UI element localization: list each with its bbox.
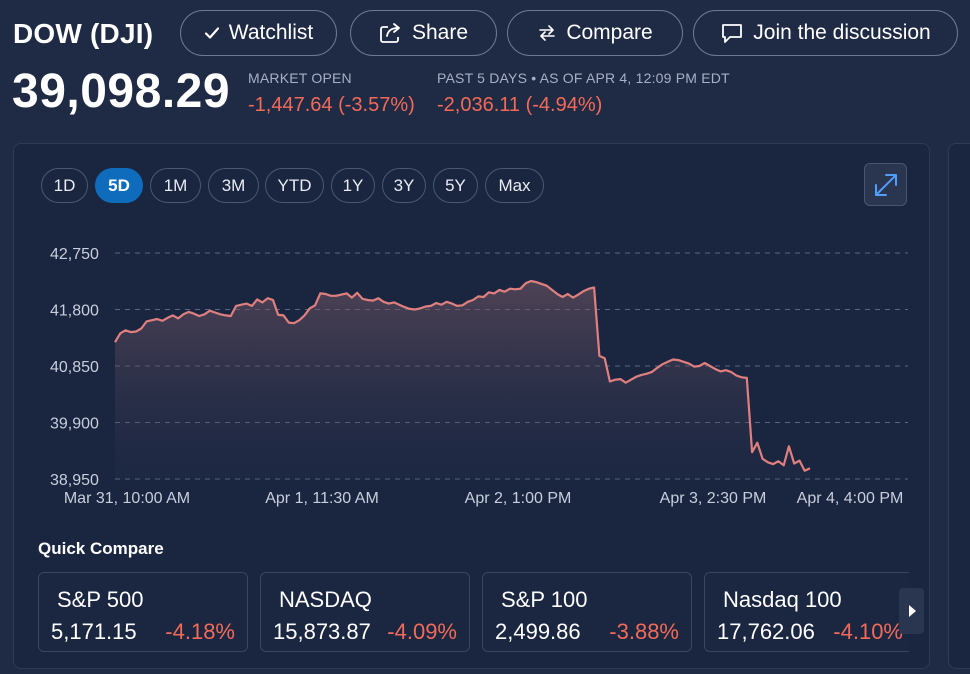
compare-button[interactable]: Compare (507, 10, 683, 56)
range-5d[interactable]: 5D (95, 168, 143, 203)
y-tick-label: 40,850 (50, 359, 99, 376)
compare-label: Compare (566, 21, 653, 44)
quick-compare-change: -3.88% (609, 619, 679, 644)
price-line (114, 279, 811, 472)
share-icon (380, 23, 400, 43)
range-3m[interactable]: 3M (208, 168, 259, 203)
watchlist-label: Watchlist (228, 21, 314, 44)
expand-chart-button[interactable] (864, 163, 907, 206)
y-tick-label: 38,950 (50, 472, 99, 489)
x-tick-label: Apr 2, 1:00 PM (465, 490, 572, 507)
quick-compare-title: Quick Compare (38, 539, 164, 558)
market-change: -1,447.64 (-3.57%) (248, 94, 415, 116)
scroll-right-button[interactable] (899, 588, 924, 634)
y-tick-label: 41,800 (50, 303, 99, 320)
quick-compare-price: 17,762.06 (717, 619, 815, 644)
join-discussion-button[interactable]: Join the discussion (693, 10, 958, 56)
chat-bubble-icon (722, 24, 743, 43)
x-tick-label: Apr 3, 2:30 PM (660, 490, 767, 507)
quick-compare-price: 15,873.87 (273, 619, 371, 644)
index-title: DOW (DJI) (13, 18, 154, 49)
range-1m[interactable]: 1M (150, 168, 201, 203)
share-label: Share (411, 21, 469, 44)
x-tick-label: Mar 31, 10:00 AM (64, 490, 190, 507)
quick-compare-price: 2,499.86 (495, 619, 581, 644)
range-3y[interactable]: 3Y (382, 168, 426, 203)
x-tick-label: Apr 4, 4:00 PM (797, 490, 904, 507)
quick-compare-price: 5,171.15 (51, 619, 137, 644)
range-1d[interactable]: 1D (41, 168, 88, 203)
quick-compare-change: -4.18% (165, 619, 235, 644)
y-tick-label: 39,900 (50, 416, 99, 433)
expand-icon (874, 173, 897, 196)
y-tick-label: 42,750 (50, 246, 99, 263)
chevron-right-icon (908, 605, 916, 617)
quick-compare-change: -4.10% (833, 619, 903, 644)
period-change: -2,036.11 (-4.94%) (437, 94, 603, 116)
range-ytd[interactable]: YTD (265, 168, 324, 203)
market-status-label: MARKET OPEN (248, 70, 352, 86)
range-max[interactable]: Max (485, 168, 544, 203)
share-button[interactable]: Share (350, 10, 497, 56)
quick-compare-name: Nasdaq 100 (723, 587, 842, 612)
current-price: 39,098.29 (12, 65, 231, 118)
quick-compare-name: NASDAQ (279, 587, 372, 612)
price-area-fill (115, 281, 810, 479)
watchlist-button[interactable]: Watchlist (180, 10, 337, 56)
range-1y[interactable]: 1Y (331, 168, 375, 203)
quick-compare-card-sp100[interactable]: S&P 100 2,499.86 -3.88% (482, 572, 692, 652)
quick-compare-name: S&P 500 (57, 587, 144, 612)
range-5y[interactable]: 5Y (433, 168, 478, 203)
swap-arrows-icon (539, 25, 556, 41)
quick-compare-card-nasdaq100[interactable]: Nasdaq 100 17,762.06 -4.10% (704, 572, 909, 652)
quick-compare-change: -4.09% (387, 619, 457, 644)
quick-compare-card-nasdaq[interactable]: NASDAQ 15,873.87 -4.09% (260, 572, 470, 652)
x-tick-label: Apr 1, 11:30 AM (265, 490, 379, 507)
quick-compare-card-sp500[interactable]: S&P 500 5,171.15 -4.18% (38, 572, 248, 652)
period-label: PAST 5 DAYS • AS OF APR 4, 12:09 PM EDT (437, 70, 730, 86)
side-panel-edge (948, 143, 970, 669)
join-discussion-label: Join the discussion (753, 21, 931, 44)
checkmark-icon (204, 27, 219, 39)
quick-compare-name: S&P 100 (501, 587, 588, 612)
